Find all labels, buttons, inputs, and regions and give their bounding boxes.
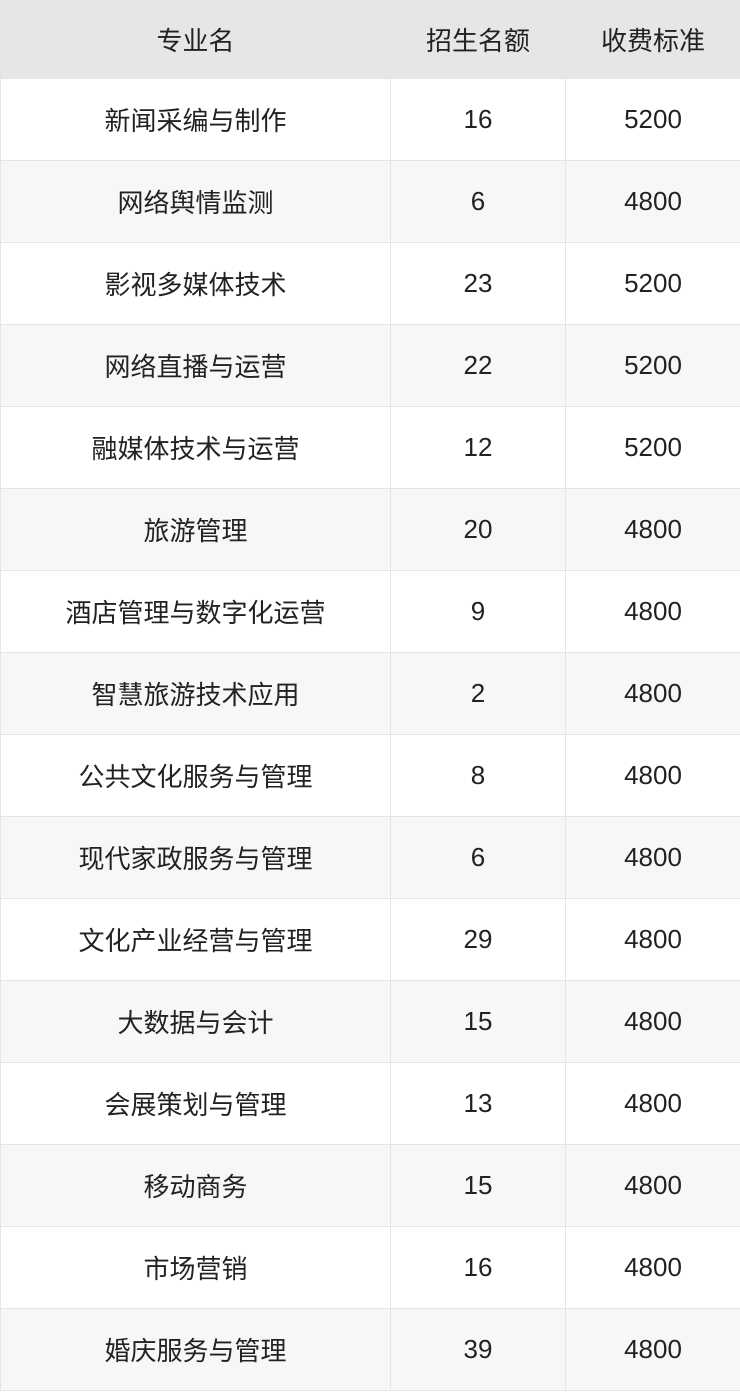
cell-major: 网络舆情监测 (1, 161, 391, 243)
cell-major: 婚庆服务与管理 (1, 1309, 391, 1391)
cell-quota: 15 (391, 981, 566, 1063)
cell-major: 市场营销 (1, 1227, 391, 1309)
cell-major: 酒店管理与数字化运营 (1, 571, 391, 653)
cell-quota: 9 (391, 571, 566, 653)
table-row: 新闻采编与制作165200 (1, 79, 740, 161)
cell-quota: 20 (391, 489, 566, 571)
table-row: 市场营销164800 (1, 1227, 740, 1309)
cell-fee: 5200 (566, 407, 740, 489)
cell-quota: 16 (391, 1227, 566, 1309)
cell-quota: 16 (391, 79, 566, 161)
table-row: 现代家政服务与管理64800 (1, 817, 740, 899)
cell-fee: 4800 (566, 571, 740, 653)
cell-quota: 6 (391, 817, 566, 899)
col-header-fee: 收费标准 (566, 1, 740, 79)
cell-fee: 4800 (566, 899, 740, 981)
cell-major: 影视多媒体技术 (1, 243, 391, 325)
table-row: 公共文化服务与管理84800 (1, 735, 740, 817)
table-row: 网络直播与运营225200 (1, 325, 740, 407)
cell-quota: 22 (391, 325, 566, 407)
cell-major: 网络直播与运营 (1, 325, 391, 407)
table-body: 新闻采编与制作165200 网络舆情监测64800 影视多媒体技术235200 … (1, 79, 740, 1391)
cell-quota: 6 (391, 161, 566, 243)
table-row: 网络舆情监测64800 (1, 161, 740, 243)
cell-quota: 8 (391, 735, 566, 817)
cell-quota: 2 (391, 653, 566, 735)
cell-fee: 4800 (566, 735, 740, 817)
cell-major: 现代家政服务与管理 (1, 817, 391, 899)
cell-quota: 12 (391, 407, 566, 489)
cell-major: 智慧旅游技术应用 (1, 653, 391, 735)
cell-major: 融媒体技术与运营 (1, 407, 391, 489)
col-header-major: 专业名 (1, 1, 391, 79)
cell-fee: 4800 (566, 981, 740, 1063)
cell-quota: 29 (391, 899, 566, 981)
cell-fee: 5200 (566, 243, 740, 325)
cell-major: 文化产业经营与管理 (1, 899, 391, 981)
cell-fee: 4800 (566, 161, 740, 243)
cell-fee: 4800 (566, 1227, 740, 1309)
cell-quota: 39 (391, 1309, 566, 1391)
cell-major: 移动商务 (1, 1145, 391, 1227)
table-row: 旅游管理204800 (1, 489, 740, 571)
cell-quota: 23 (391, 243, 566, 325)
cell-major: 旅游管理 (1, 489, 391, 571)
cell-fee: 5200 (566, 79, 740, 161)
cell-major: 会展策划与管理 (1, 1063, 391, 1145)
cell-fee: 4800 (566, 1309, 740, 1391)
cell-quota: 15 (391, 1145, 566, 1227)
table-row: 婚庆服务与管理394800 (1, 1309, 740, 1391)
cell-fee: 4800 (566, 489, 740, 571)
col-header-quota: 招生名额 (391, 1, 566, 79)
cell-fee: 4800 (566, 817, 740, 899)
majors-table: 专业名 招生名额 收费标准 新闻采编与制作165200 网络舆情监测64800 … (0, 0, 740, 1391)
table-row: 文化产业经营与管理294800 (1, 899, 740, 981)
cell-fee: 4800 (566, 1145, 740, 1227)
cell-major: 大数据与会计 (1, 981, 391, 1063)
table-row: 融媒体技术与运营125200 (1, 407, 740, 489)
table-header-row: 专业名 招生名额 收费标准 (1, 1, 740, 79)
table-row: 酒店管理与数字化运营94800 (1, 571, 740, 653)
cell-major: 新闻采编与制作 (1, 79, 391, 161)
cell-fee: 5200 (566, 325, 740, 407)
table-row: 智慧旅游技术应用24800 (1, 653, 740, 735)
table-row: 大数据与会计154800 (1, 981, 740, 1063)
table-row: 移动商务154800 (1, 1145, 740, 1227)
table-row: 影视多媒体技术235200 (1, 243, 740, 325)
cell-major: 公共文化服务与管理 (1, 735, 391, 817)
table-row: 会展策划与管理134800 (1, 1063, 740, 1145)
cell-fee: 4800 (566, 653, 740, 735)
cell-fee: 4800 (566, 1063, 740, 1145)
cell-quota: 13 (391, 1063, 566, 1145)
